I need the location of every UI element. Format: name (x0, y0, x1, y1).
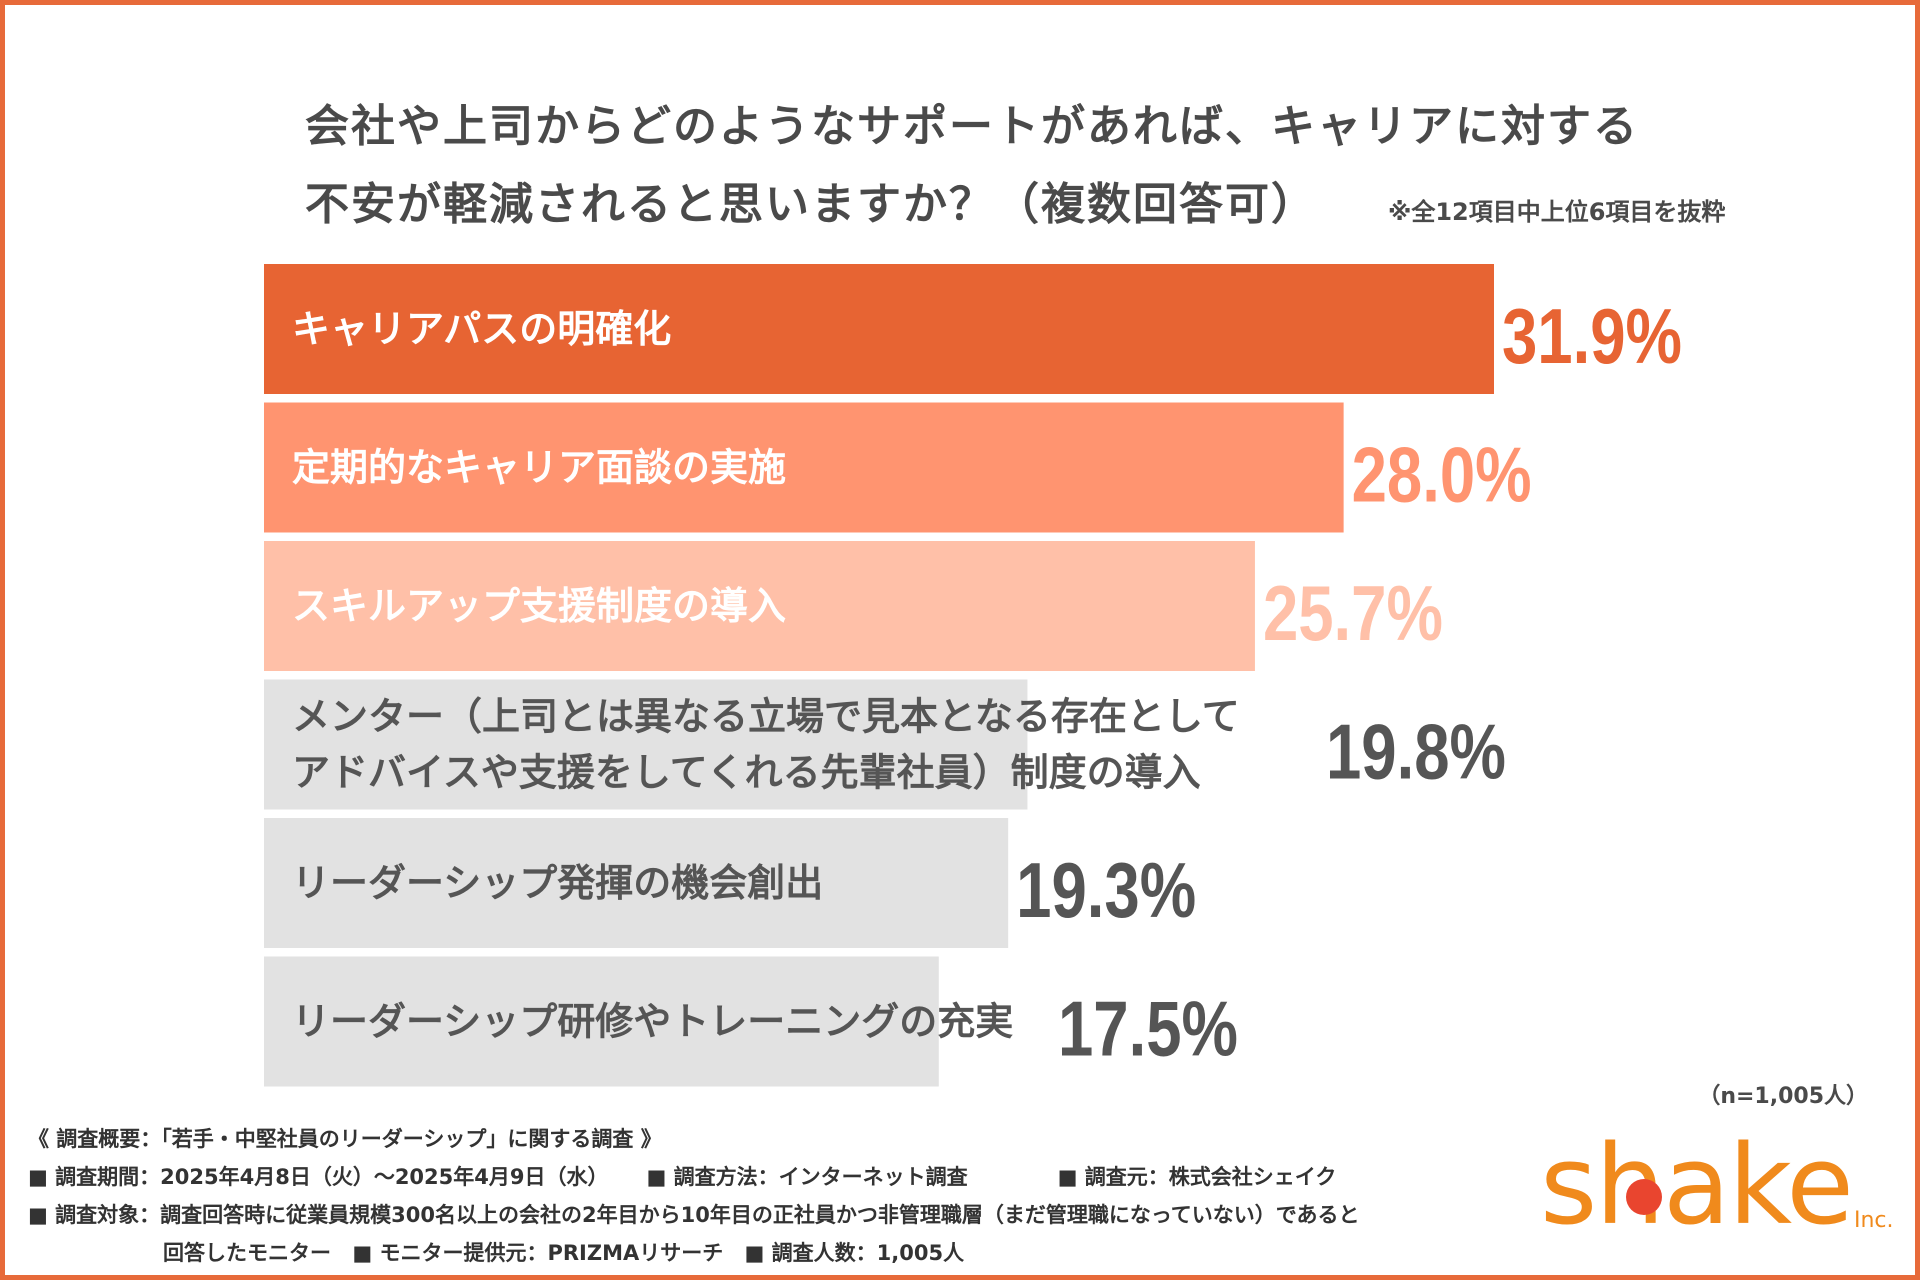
logo-suffix: Inc. (1854, 1208, 1894, 1233)
logo-dot-icon (1626, 1179, 1662, 1215)
survey-target: ■ 調査対象：調査回答時に従業員規模300名以上の会社の2年目から10年目の正社… (28, 1203, 1360, 1227)
value-label-1: 31.9% (1502, 292, 1682, 380)
bar-label-1: キャリアパスの明確化 (292, 307, 671, 351)
value-label-2: 28.0% (1352, 431, 1532, 519)
bar-4 (264, 679, 1028, 810)
logo-wordmark: shake (1540, 1121, 1854, 1249)
bar-label-6: リーダーシップ研修やトレーニングの充実 (292, 1000, 1013, 1044)
title-line-1: 会社や上司からどのようなサポートがあれば、キャリアに対する (305, 101, 1639, 152)
value-label-3: 25.7% (1263, 569, 1443, 657)
survey-period: ■ 調査期間：2025年4月8日（火）〜2025年4月9日（水） (28, 1165, 609, 1189)
survey-overview: 《 調査概要：「若手・中堅社員のリーダーシップ」に関する調査 》 (28, 1127, 662, 1151)
survey-method: ■ 調査方法：インターネット調査 (646, 1165, 968, 1189)
bar-label-3: スキルアップ支援制度の導入 (292, 584, 786, 628)
survey-source: ■ 調査元：株式会社シェイク (1057, 1165, 1337, 1189)
title-line-2: 不安が軽減されると思いますか？（複数回答可） (305, 179, 1317, 230)
bar-1 (264, 264, 1494, 394)
value-label-4: 19.8% (1326, 708, 1506, 796)
value-label-5: 19.3% (1016, 846, 1196, 934)
bar-6 (264, 956, 939, 1087)
survey-footer: 《 調査概要：「若手・中堅社員のリーダーシップ」に関する調査 》 ■ 調査期間：… (28, 1120, 1360, 1272)
shake-logo: shake Inc. (1540, 1130, 1900, 1250)
bar-label-4-line-2: アドバイスや支援をしてくれる先輩社員）制度の導入 (292, 751, 1201, 795)
bar-label-4-line-1: メンター（上司とは異なる立場で見本となる存在として (292, 695, 1240, 739)
value-label-6: 17.5% (1058, 985, 1238, 1073)
survey-count: ■ 調査人数：1,005人 (744, 1241, 965, 1265)
survey-provider: ■ モニター提供元：PRIZMAリサーチ (352, 1241, 724, 1265)
bar-2 (264, 402, 1344, 533)
chart-title: 会社や上司からどのようなサポートがあれば、キャリアに対する 不安が軽減されると思… (305, 88, 1639, 244)
sample-size-note: （n=1,005人） (1698, 1084, 1868, 1109)
bar-5 (264, 818, 1009, 948)
subset-note: ※全12項目中上位6項目を抜粋 (1388, 198, 1726, 226)
bar-label-2: 定期的なキャリア面談の実施 (292, 446, 786, 490)
bar-label-5: リーダーシップ発揮の機会創出 (292, 861, 823, 905)
bar-3 (264, 541, 1255, 671)
survey-target-cont: 回答したモニター (163, 1241, 331, 1265)
